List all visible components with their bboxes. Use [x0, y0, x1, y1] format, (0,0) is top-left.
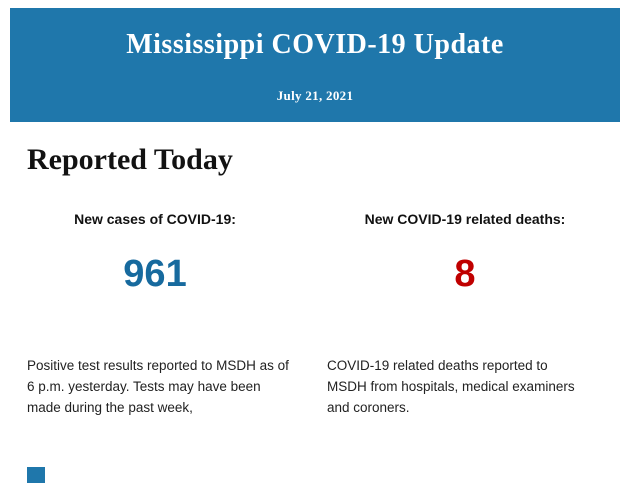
- cases-description: Positive test results reported to MSDH a…: [27, 358, 289, 415]
- section-title: Reported Today: [27, 143, 233, 176]
- partial-footer-block: [27, 467, 45, 483]
- stat-new-deaths: New COVID-19 related deaths: 8: [310, 211, 620, 296]
- stats-row: New cases of COVID-19: 961 New COVID-19 …: [0, 211, 620, 296]
- cases-label: New cases of COVID-19:: [74, 211, 236, 227]
- header-banner: Mississippi COVID-19 Update July 21, 202…: [10, 8, 620, 122]
- descriptions-row: Positive test results reported to MSDH a…: [0, 356, 620, 419]
- deaths-value: 8: [454, 253, 476, 295]
- cases-value: 961: [123, 253, 187, 295]
- newsletter-title: Mississippi COVID-19 Update: [126, 29, 504, 60]
- deaths-label: New COVID-19 related deaths:: [364, 211, 566, 227]
- stat-new-cases: New cases of COVID-19: 961: [0, 211, 310, 296]
- deaths-description: COVID-19 related deaths reported to MSDH…: [327, 358, 575, 415]
- newsletter-date: July 21, 2021: [276, 88, 354, 103]
